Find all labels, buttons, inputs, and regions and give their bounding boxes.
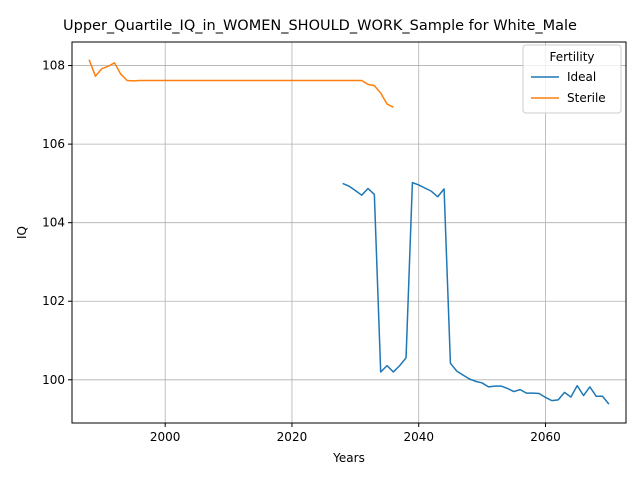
plot-lines [88, 59, 610, 405]
x-tick-label: 2060 [530, 430, 561, 444]
x-tick-label: 2000 [150, 430, 181, 444]
legend-box [522, 44, 622, 114]
y-axis-label: IQ [15, 226, 29, 239]
x-axis-label: Years [332, 451, 365, 465]
chart-title: Upper_Quartile_IQ_in_WOMEN_SHOULD_WORK_S… [63, 18, 577, 34]
legend-title: Fertility [549, 50, 594, 64]
y-tick-label: 100 [42, 373, 65, 387]
x-tick-label: 2040 [403, 430, 434, 444]
x-tick-label: 2020 [277, 430, 308, 444]
y-axis-ticks: 100 102 104 106 108 [42, 59, 72, 387]
series-line-ideal [342, 181, 610, 405]
y-tick-label: 102 [42, 294, 65, 308]
axes-frame [71, 41, 627, 424]
series-line-sterile [88, 59, 394, 108]
y-tick-label: 108 [42, 59, 65, 73]
y-tick-label: 106 [42, 137, 65, 151]
x-axis-ticks: 2000 2020 2040 2060 [150, 423, 561, 444]
y-tick-label: 104 [42, 216, 65, 230]
legend-label-ideal: Ideal [567, 70, 596, 84]
legend: Fertility Ideal Sterile [522, 44, 622, 114]
legend-label-sterile: Sterile [567, 91, 606, 105]
